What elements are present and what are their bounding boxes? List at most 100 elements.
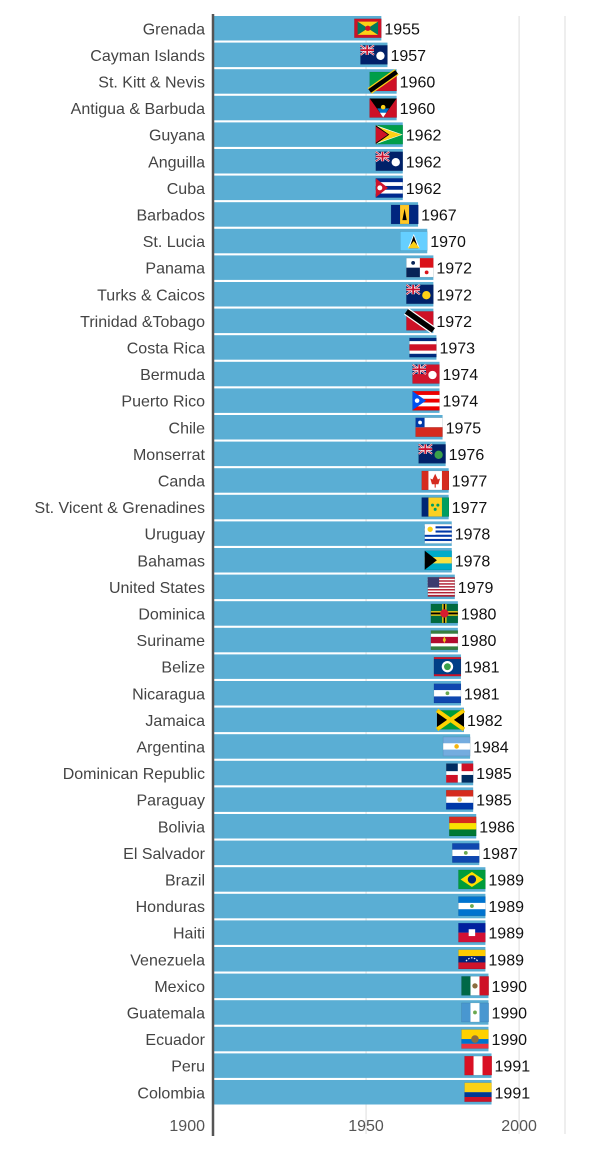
value-label: 1957 — [390, 48, 426, 65]
bar — [213, 734, 471, 759]
category-label: Peru — [171, 1059, 205, 1076]
value-label: 1982 — [467, 713, 503, 730]
value-label: 1991 — [495, 1085, 531, 1102]
bar — [213, 1080, 492, 1105]
category-label: Costa Rica — [127, 340, 205, 357]
venezuela-flag-icon — [458, 949, 486, 970]
flags — [354, 18, 492, 1102]
bar — [213, 175, 403, 201]
category-label: Bolivia — [158, 819, 205, 836]
bar — [213, 361, 440, 387]
nicaragua-flag-icon — [433, 683, 462, 704]
value-label: 1990 — [491, 979, 527, 996]
category-label: Argentina — [137, 739, 206, 756]
bar — [213, 973, 489, 999]
value-label: 1990 — [491, 1005, 527, 1022]
x-axis-ticks: 1900 1950 2000 — [169, 1118, 537, 1135]
category-label: Barbados — [137, 207, 206, 224]
bar — [213, 574, 455, 600]
bar — [213, 840, 480, 866]
grenada-flag-icon — [354, 18, 382, 38]
turks-caicos-flag-icon — [405, 283, 434, 304]
value-label: 1980 — [461, 633, 497, 650]
antigua-barbuda-flag-icon — [369, 98, 397, 118]
category-label: Mexico — [154, 979, 205, 996]
category-label: Nicaragua — [132, 686, 205, 703]
montserrat-flag-icon — [418, 443, 446, 464]
category-label: Jamaica — [145, 713, 205, 730]
bahamas-flag-icon — [424, 550, 452, 571]
x-tick-label: 2000 — [501, 1118, 537, 1135]
category-label: St. Kitt & Nevis — [98, 74, 205, 91]
value-label: 1955 — [384, 21, 420, 38]
category-label: Colombia — [137, 1085, 205, 1102]
bar — [213, 1053, 492, 1078]
puerto-rico-flag-icon — [412, 390, 440, 411]
category-label: Cayman Islands — [90, 48, 205, 65]
bermuda-flag-icon — [411, 363, 440, 384]
category-label: Guyana — [149, 128, 205, 145]
bar — [213, 814, 477, 839]
value-labels: 1955 1957 1960 1960 1962 1962 1962 1967 1970 1972… — [384, 21, 530, 1102]
value-label: 1978 — [455, 553, 491, 570]
bolivia-flag-icon — [448, 816, 477, 837]
value-label: 1975 — [446, 420, 482, 437]
category-label: Bermuda — [140, 367, 205, 384]
value-label: 1960 — [400, 101, 436, 118]
bar — [213, 494, 449, 520]
value-label: 1972 — [436, 314, 472, 331]
value-label: 1970 — [430, 234, 466, 251]
value-label: 1960 — [400, 74, 436, 91]
bar — [213, 1000, 489, 1025]
bar — [213, 441, 446, 467]
category-label: Cuba — [167, 181, 205, 198]
jamaica-flag-icon — [435, 708, 466, 731]
value-label: 1978 — [455, 527, 491, 544]
bar — [213, 16, 382, 41]
value-label: 1974 — [443, 367, 479, 384]
category-label: Ecuador — [145, 1032, 205, 1049]
chile-flag-icon — [415, 417, 443, 437]
category-label: Anguilla — [148, 154, 205, 171]
value-label: 1989 — [488, 952, 524, 969]
bar — [213, 388, 440, 413]
costa-rica-flag-icon — [409, 337, 437, 358]
bar — [213, 69, 397, 94]
category-label: Chile — [169, 420, 206, 437]
value-label: 1973 — [439, 340, 475, 357]
ecuador-flag-icon — [461, 1029, 489, 1049]
value-label: 1981 — [464, 686, 500, 703]
colombia-flag-icon — [464, 1082, 492, 1102]
category-label: Dominica — [138, 606, 205, 623]
cayman-islands-flag-icon — [359, 44, 388, 65]
category-label: Bahamas — [137, 553, 205, 570]
bar — [213, 335, 437, 360]
guatemala-flag-icon — [461, 1002, 489, 1023]
category-label: Canda — [158, 473, 205, 490]
category-label: Uruguay — [145, 527, 205, 544]
category-label: Guatemala — [127, 1005, 205, 1022]
value-label: 1962 — [406, 154, 442, 171]
canada-flag-icon — [421, 470, 449, 491]
category-label: Panama — [145, 261, 205, 278]
category-label: Turks & Caicos — [97, 287, 205, 304]
value-label: 1976 — [449, 447, 485, 464]
bar — [213, 149, 403, 174]
x-tick-label: 1900 — [169, 1118, 205, 1135]
bar — [213, 867, 486, 892]
bar — [213, 654, 461, 679]
category-label: St. Lucia — [143, 234, 205, 251]
value-label: 1981 — [464, 660, 500, 677]
category-label: Suriname — [137, 633, 206, 650]
category-label: Venezuela — [130, 952, 205, 969]
category-label: Haiti — [173, 926, 205, 943]
bar — [213, 228, 428, 254]
bar — [213, 920, 486, 945]
bar — [213, 893, 486, 919]
category-label: St. Vicent & Grenadines — [35, 500, 205, 517]
dominican-republic-flag-icon — [445, 763, 474, 783]
category-label: Monserrat — [133, 447, 206, 464]
bar — [213, 787, 474, 812]
st-vincent-grenadines-flag-icon — [421, 497, 449, 517]
